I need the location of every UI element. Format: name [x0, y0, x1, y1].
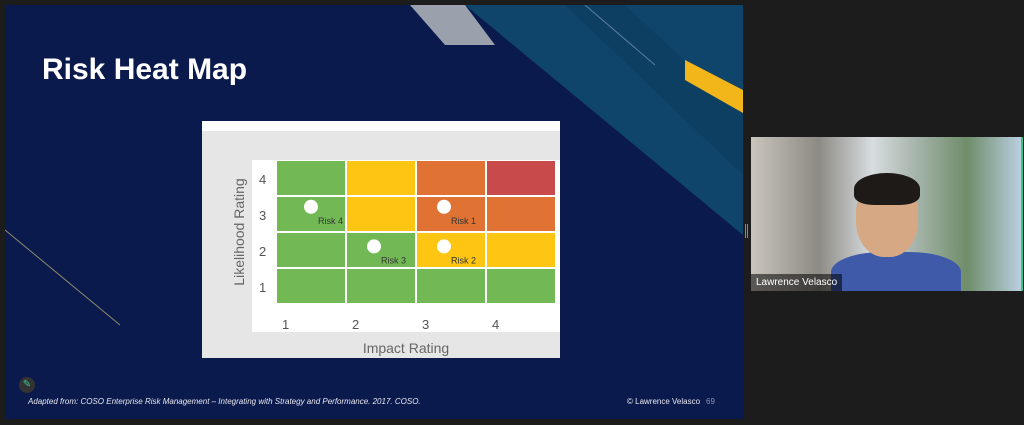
risk-marker — [367, 239, 381, 254]
y-tick-label: 1 — [259, 280, 266, 295]
participant-name-label: Lawrence Velasco — [751, 274, 843, 291]
x-tick-label: 3 — [422, 317, 429, 332]
risk-marker — [437, 199, 451, 214]
heat-cell-2-1 — [347, 269, 415, 303]
risk-label: Risk 1 — [451, 216, 476, 226]
risk-marker — [304, 199, 318, 214]
participant-video[interactable]: Lawrence Velasco — [751, 137, 1023, 291]
heat-cell-2-4 — [347, 161, 415, 195]
panel-resize-handle[interactable] — [745, 224, 748, 238]
heat-cell-3-1 — [417, 269, 485, 303]
slide-title: Risk Heat Map — [42, 53, 248, 86]
copyright-text: © Lawrence Velasco — [627, 397, 701, 406]
heat-cell-1-1 — [277, 269, 345, 303]
slide-footer-citation: Adapted from: COSO Enterprise Risk Manag… — [28, 397, 421, 406]
y-tick-label: 2 — [259, 244, 266, 259]
heat-cell-2-2 — [347, 233, 415, 267]
participant-hair — [854, 173, 920, 205]
slide-decoration — [5, 5, 743, 326]
heat-cell-3-4 — [417, 161, 485, 195]
participant-body — [831, 252, 961, 291]
slide-copyright: © Lawrence Velasco 69 — [627, 397, 715, 406]
heat-cell-2-3 — [347, 197, 415, 231]
heat-map-chart: 1 2 3 4 1 2 3 4 Impact Rating Likelihood Rating Ri… — [231, 160, 560, 356]
heat-cell-1-2 — [277, 233, 345, 267]
heat-cell-3-3 — [417, 197, 485, 231]
y-axis-label: Likelihood Rating — [231, 178, 247, 285]
x-tick-label: 2 — [352, 317, 359, 332]
y-tick-label: 3 — [259, 208, 266, 223]
risk-heat-map-image: 1 2 3 4 1 2 3 4 Impact Rating Likelihood Rating Ri… — [202, 121, 560, 358]
risk-label: Risk 4 — [318, 216, 343, 226]
risk-marker — [437, 239, 451, 254]
heat-cell-4-2 — [487, 233, 555, 267]
x-tick-label: 1 — [282, 317, 289, 332]
heat-cell-4-4 — [487, 161, 555, 195]
slide-page-number: 69 — [706, 397, 715, 406]
heat-cell-3-2 — [417, 233, 485, 267]
heat-cell-4-1 — [487, 269, 555, 303]
pen-icon[interactable]: ✎ — [19, 377, 35, 393]
presentation-slide: Risk Heat Map 1 2 3 4 1 2 3 4 Impact Rating Likel… — [5, 5, 743, 419]
y-tick-label: 4 — [259, 172, 266, 187]
x-axis-label: Impact Rating — [363, 340, 449, 356]
heat-cell-1-4 — [277, 161, 345, 195]
heat-cell-4-3 — [487, 197, 555, 231]
risk-label: Risk 2 — [451, 255, 476, 265]
risk-label: Risk 3 — [381, 255, 406, 265]
x-tick-label: 4 — [492, 317, 499, 332]
